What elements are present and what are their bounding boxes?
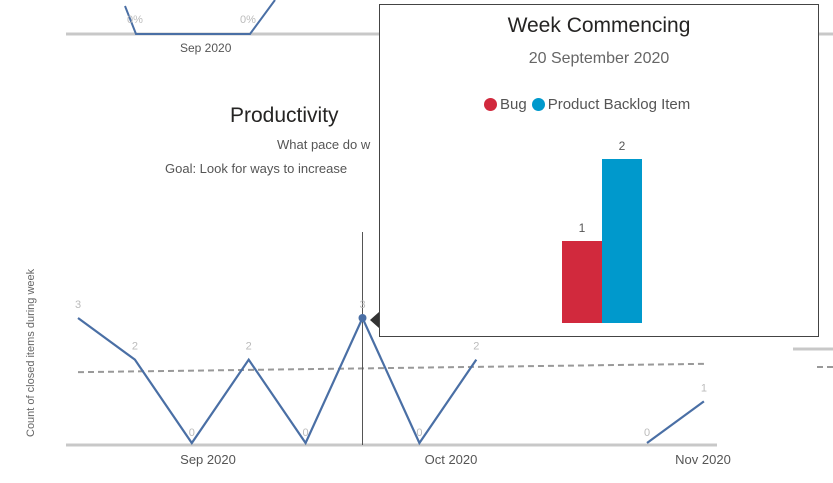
legend-label: Bug (500, 96, 527, 113)
adjacent-visual-fragment (793, 347, 833, 368)
week-tooltip: Week Commencing 20 September 2020 Bug Pr… (379, 4, 819, 337)
top-chart-data-label: 0% (127, 14, 143, 26)
highlighted-data-point (358, 314, 367, 322)
data-label: 1 (701, 382, 707, 394)
tooltip-bar-label: 1 (579, 221, 586, 235)
tooltip-date: 20 September 2020 (528, 50, 670, 67)
data-label: 0 (644, 427, 650, 439)
series-line (646, 400, 705, 444)
trend-line (77, 362, 706, 374)
tooltip-bar (562, 241, 602, 323)
legend-dot-icon (531, 98, 545, 111)
chart-title: Productivity (230, 104, 339, 127)
tooltip-pointer (370, 312, 379, 328)
top-partial-chart: 0% 0% Sep 2020 (66, 0, 833, 55)
data-label: 2 (246, 341, 252, 353)
chart-subtitle: What pace do w (277, 137, 371, 152)
series-line (77, 315, 478, 446)
tooltip-legend: Bug Product Backlog Item (484, 96, 695, 113)
data-label: 3 (75, 299, 81, 311)
legend-dot-icon (484, 98, 497, 111)
chart-goal-text: Goal: Look for ways to increase (165, 161, 348, 176)
data-label: 3 (359, 299, 365, 311)
x-axis-tick: Sep 2020 (180, 452, 236, 467)
legend-item-bug: Bug (484, 96, 527, 113)
top-chart-data-label: 0% (240, 14, 256, 26)
data-label: 2 (473, 341, 479, 353)
legend-label: Product Backlog Item (547, 96, 691, 113)
data-label: 0 (189, 427, 195, 439)
x-axis-tick: Nov 2020 (675, 452, 731, 467)
x-axis-tick: Oct 2020 (425, 452, 478, 467)
data-label: 0 (303, 427, 309, 439)
tooltip-bar-chart: 12 (562, 139, 642, 323)
data-label: 2 (132, 341, 138, 353)
data-label: 0 (416, 427, 422, 439)
tooltip-title: Week Commencing (507, 14, 691, 37)
tooltip-bar (602, 159, 642, 323)
tooltip-bar-label: 2 (619, 139, 626, 153)
top-chart-line (124, 0, 276, 35)
top-chart-x-tick: Sep 2020 (180, 41, 232, 55)
legend-item-pbi: Product Backlog Item (531, 96, 691, 113)
